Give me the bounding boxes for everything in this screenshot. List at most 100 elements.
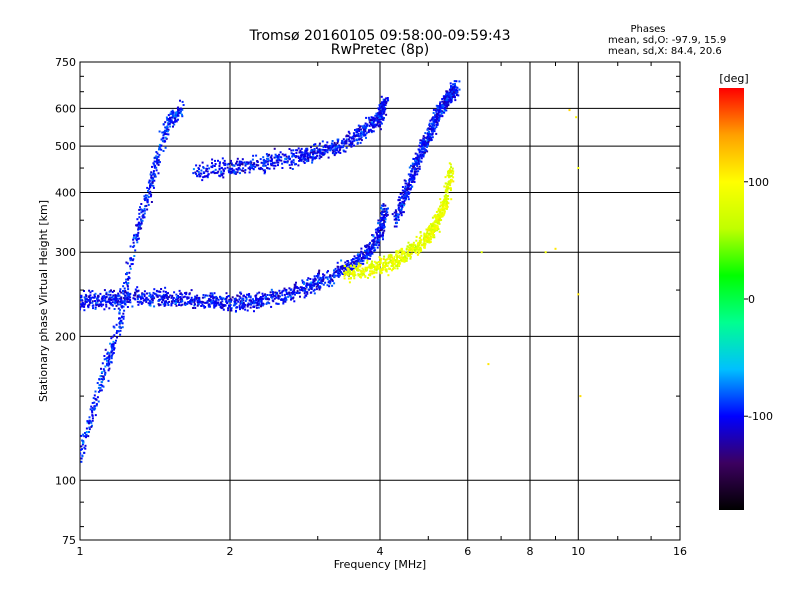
echo-point bbox=[219, 296, 222, 299]
echo-point bbox=[81, 303, 84, 306]
echo-point bbox=[162, 134, 165, 137]
echo-point bbox=[309, 278, 312, 280]
echo-point bbox=[446, 183, 449, 186]
echo-point bbox=[291, 155, 294, 158]
echo-point bbox=[369, 270, 372, 273]
echo-point bbox=[281, 298, 283, 301]
echo-point bbox=[370, 248, 373, 251]
echo-point bbox=[554, 247, 557, 250]
echo-point bbox=[156, 158, 158, 161]
echo-point bbox=[368, 118, 371, 121]
echo-point bbox=[144, 194, 147, 197]
echo-point bbox=[383, 98, 386, 101]
echo-point bbox=[351, 140, 354, 143]
echo-point bbox=[135, 239, 138, 242]
echo-point bbox=[140, 219, 143, 222]
echo-point bbox=[361, 267, 364, 270]
echo-point bbox=[376, 239, 379, 241]
echo-point bbox=[150, 174, 153, 177]
echo-point bbox=[442, 214, 445, 217]
echo-point bbox=[143, 195, 146, 198]
echo-point bbox=[438, 212, 441, 215]
echo-point bbox=[161, 140, 164, 143]
echo-point bbox=[376, 240, 379, 243]
echo-point bbox=[449, 92, 452, 95]
echo-point bbox=[429, 238, 432, 241]
echo-point bbox=[365, 132, 368, 135]
echo-point bbox=[369, 122, 372, 125]
echo-point bbox=[429, 241, 432, 243]
echo-point bbox=[436, 118, 439, 120]
echo-point bbox=[305, 158, 308, 161]
echo-point bbox=[419, 139, 422, 142]
echo-point bbox=[372, 264, 375, 267]
echo-point bbox=[427, 229, 430, 232]
echo-point bbox=[417, 252, 420, 255]
echo-point bbox=[101, 380, 104, 383]
echo-point bbox=[86, 420, 89, 423]
echo-point bbox=[427, 134, 430, 137]
echo-point bbox=[442, 203, 445, 206]
echo-point bbox=[382, 98, 385, 101]
echo-point bbox=[356, 130, 359, 133]
echo-point bbox=[288, 158, 291, 161]
echo-point bbox=[91, 407, 94, 410]
echo-point bbox=[356, 261, 359, 264]
echo-point bbox=[220, 306, 223, 309]
echo-point bbox=[399, 201, 402, 204]
echo-point bbox=[116, 301, 119, 304]
echo-point bbox=[451, 92, 453, 95]
echo-point bbox=[419, 160, 422, 163]
echo-point bbox=[333, 271, 336, 274]
x-tick-label: 8 bbox=[527, 545, 534, 558]
echo-point bbox=[215, 303, 218, 306]
echo-point bbox=[231, 296, 234, 299]
echo-point bbox=[107, 379, 110, 382]
echo-point bbox=[132, 245, 135, 248]
echo-point bbox=[401, 189, 404, 192]
echo-point bbox=[109, 342, 112, 345]
echo-point bbox=[359, 270, 362, 273]
echo-point bbox=[107, 357, 110, 359]
echo-point bbox=[319, 276, 322, 279]
echo-point bbox=[146, 200, 149, 203]
echo-point bbox=[443, 109, 446, 112]
echo-point bbox=[206, 176, 209, 179]
echo-point bbox=[362, 268, 365, 271]
echo-point bbox=[142, 216, 145, 219]
echo-point bbox=[380, 113, 383, 116]
echo-point bbox=[242, 301, 245, 304]
echo-point bbox=[441, 98, 444, 100]
echo-point bbox=[302, 160, 305, 163]
echo-point bbox=[354, 274, 357, 277]
echo-point bbox=[348, 136, 351, 139]
echo-point bbox=[331, 278, 334, 281]
echo-point bbox=[337, 272, 340, 274]
echo-point bbox=[222, 162, 225, 164]
echo-point bbox=[410, 243, 413, 246]
echo-point bbox=[318, 154, 321, 157]
echo-point bbox=[260, 300, 263, 303]
echo-point bbox=[445, 104, 448, 107]
echo-point bbox=[109, 303, 112, 306]
echo-point bbox=[88, 426, 91, 429]
echo-point bbox=[373, 249, 376, 252]
echo-point bbox=[445, 202, 448, 205]
echo-point bbox=[399, 204, 402, 206]
echo-point bbox=[382, 216, 385, 219]
echo-point bbox=[315, 285, 318, 288]
echo-point bbox=[152, 186, 155, 189]
echo-point bbox=[341, 139, 344, 142]
echo-point bbox=[155, 293, 158, 296]
echo-point bbox=[105, 293, 108, 296]
echo-point bbox=[247, 295, 250, 298]
echo-point bbox=[397, 263, 400, 266]
echo-point bbox=[305, 152, 307, 155]
echo-point bbox=[348, 271, 351, 274]
echo-point bbox=[279, 292, 282, 295]
echo-point bbox=[408, 183, 410, 186]
echo-point bbox=[331, 143, 334, 146]
echo-point bbox=[374, 117, 376, 120]
echo-point bbox=[77, 302, 79, 304]
echo-point bbox=[329, 148, 332, 151]
